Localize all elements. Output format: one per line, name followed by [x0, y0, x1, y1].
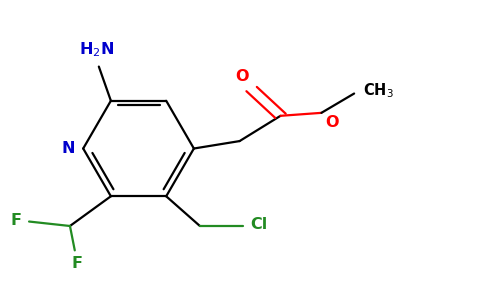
Text: O: O [325, 115, 339, 130]
Text: H$_2$N: H$_2$N [79, 40, 114, 59]
Text: F: F [72, 256, 83, 271]
Text: N: N [61, 141, 75, 156]
Text: Cl: Cl [250, 217, 268, 232]
Text: O: O [235, 69, 249, 84]
Text: CH$_3$: CH$_3$ [363, 81, 393, 100]
Text: F: F [11, 212, 22, 227]
